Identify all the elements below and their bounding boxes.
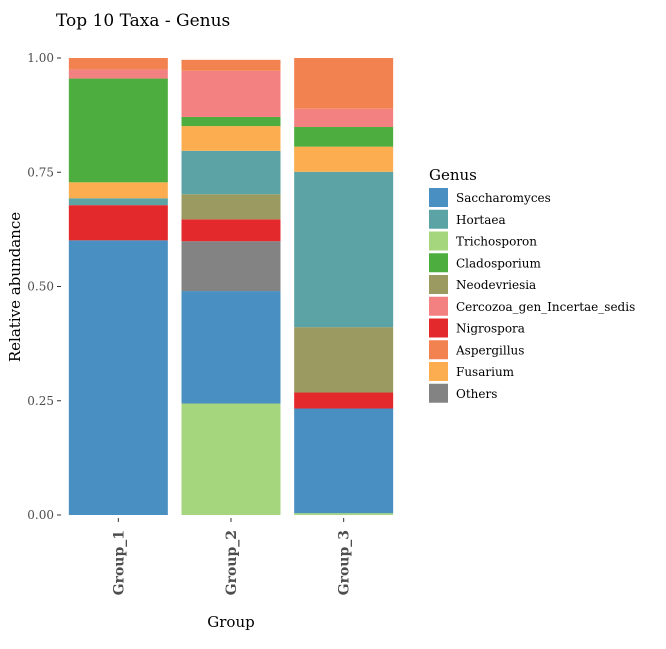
legend-label: Others xyxy=(456,387,497,401)
bar-segment-saccharomyces xyxy=(294,408,394,514)
bar-segment-cercozoa-gen-incertae-sedis xyxy=(294,108,394,128)
bar-segment-aspergillus xyxy=(68,58,168,70)
bar-segment-saccharomyces xyxy=(181,291,281,404)
bar-segment-nigrospora xyxy=(68,205,168,241)
bar-segment-cercozoa-gen-incertae-sedis xyxy=(181,70,281,117)
bar-segment-cercozoa-gen-incertae-sedis xyxy=(68,69,168,79)
x-axis: Group_1 Group_2 Group_3 xyxy=(111,518,353,595)
bar-segment-nigrospora xyxy=(294,392,394,409)
legend-swatch xyxy=(429,231,448,251)
legend-label: Fusarium xyxy=(456,365,515,379)
bar-segment-fusarium xyxy=(181,126,281,151)
bar-segment-trichosporon xyxy=(294,513,394,515)
bar-segment-saccharomyces xyxy=(68,240,168,515)
bar-segment-cladosporium xyxy=(68,78,168,183)
legend-swatch xyxy=(429,188,448,207)
x-tick-label: Group_2 xyxy=(224,530,240,595)
bar-segment-hortaea xyxy=(294,171,394,328)
legend-swatch xyxy=(429,318,448,338)
legend-swatch xyxy=(429,383,448,403)
legend-label: Neodevriesia xyxy=(456,278,536,292)
legend-swatch xyxy=(429,362,448,381)
bar-segment-hortaea xyxy=(181,150,281,195)
legend-swatch xyxy=(429,296,448,316)
x-tick-label: Group_1 xyxy=(111,530,127,595)
y-tick-label: 0.00 xyxy=(27,508,54,522)
bar-segment-nigrospora xyxy=(181,219,281,242)
bar-segment-cladosporium xyxy=(294,127,394,147)
bar-segment-others xyxy=(181,241,281,292)
chart-title: Top 10 Taxa - Genus xyxy=(56,11,230,31)
bar-segment-neodevriesia xyxy=(181,194,281,220)
y-axis: 0.00 0.25 0.50 0.75 1.00 xyxy=(27,51,61,522)
y-tick-label: 0.25 xyxy=(27,394,54,408)
y-axis-label: Relative abundance xyxy=(6,212,24,362)
bars xyxy=(68,58,394,515)
legend-swatch xyxy=(429,340,448,360)
legend: Genus Saccharomyces Hortaea Trichosporon Cl… xyxy=(429,166,635,403)
x-axis-label: Group xyxy=(207,613,254,631)
legend-swatch xyxy=(429,209,448,229)
legend-swatch xyxy=(429,253,448,273)
bar-segment-hortaea xyxy=(68,198,168,206)
bar-segment-fusarium xyxy=(294,146,394,172)
y-tick-label: 0.75 xyxy=(27,165,54,179)
bar-segment-aspergillus xyxy=(181,59,281,71)
legend-label: Saccharomyces xyxy=(456,191,551,205)
bar-segment-neodevriesia xyxy=(294,327,394,393)
bar-segment-aspergillus xyxy=(294,58,394,109)
y-tick-label: 1.00 xyxy=(27,51,54,65)
bar-segment-fusarium xyxy=(68,182,168,199)
x-tick-label: Group_3 xyxy=(337,530,353,595)
legend-label: Cladosporium xyxy=(456,256,541,270)
legend-label: Hortaea xyxy=(456,213,506,227)
legend-label: Nigrospora xyxy=(456,322,525,336)
legend-swatch xyxy=(429,275,448,294)
y-tick-label: 0.50 xyxy=(27,280,54,294)
legend-label: Cercozoa_gen_Incertae_sedis xyxy=(456,300,635,314)
bar-segment-trichosporon xyxy=(181,403,281,515)
bar-segment-cladosporium xyxy=(181,116,281,127)
legend-title: Genus xyxy=(429,166,477,184)
legend-label: Trichosporon xyxy=(456,235,537,249)
legend-label: Aspergillus xyxy=(455,343,524,357)
